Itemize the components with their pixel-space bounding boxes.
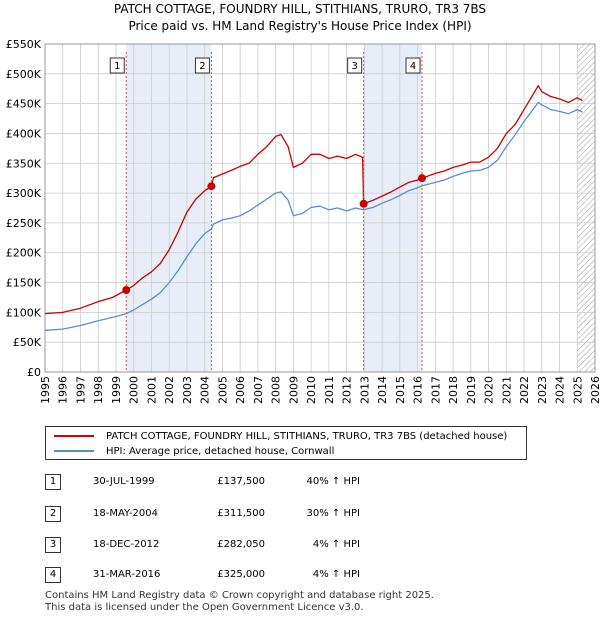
transaction-row: 2 18-MAY-2004 £311,500 30% ↑ HPI [45, 506, 445, 522]
x-tick-label: 2001 [145, 376, 158, 404]
sale-point [359, 199, 368, 208]
legend-swatch-price [54, 435, 94, 437]
x-tick-label: 2010 [305, 376, 318, 404]
x-tick-label: 2009 [287, 376, 300, 404]
future-hatch [577, 44, 595, 372]
transaction-row: 4 31-MAR-2016 £325,000 4% ↑ HPI [45, 567, 445, 583]
x-tick-label: 1999 [110, 376, 123, 404]
transaction-number: 2 [45, 506, 61, 522]
sale-point [207, 182, 216, 191]
x-tick-label: 1995 [39, 376, 52, 404]
sale-label: 2 [199, 61, 205, 72]
transaction-date: 30-JUL-1999 [93, 476, 155, 487]
sale-label-box [194, 57, 210, 74]
x-tick-label: 2021 [500, 376, 513, 404]
transaction-row: 1 30-JUL-1999 £137,500 40% ↑ HPI [45, 474, 445, 490]
x-tick-label: 2019 [465, 376, 478, 404]
x-tick-label: 2025 [571, 376, 584, 404]
x-tick-label: 2020 [483, 376, 496, 404]
legend-item-price: PATCH COTTAGE, FOUNDRY HILL, STITHIANS, … [54, 429, 507, 443]
transaction-hpi-change: 4% ↑ HPI [312, 569, 360, 580]
x-tick-label: 2023 [536, 376, 549, 404]
x-tick-label: 2015 [394, 376, 407, 404]
y-tick-label: £100K [6, 306, 42, 319]
plot-border [44, 43, 596, 373]
x-tick-label: 2014 [376, 376, 389, 404]
x-tick-label: 2012 [341, 376, 354, 404]
x-tick-label: 2018 [447, 376, 460, 404]
sale-label: 3 [351, 61, 357, 72]
sale-label-box [109, 57, 125, 74]
transaction-date: 18-MAY-2004 [93, 508, 159, 519]
legend-item-hpi: HPI: Average price, detached house, Corn… [54, 444, 334, 458]
y-tick-label: £450K [6, 98, 42, 111]
y-tick-label: £550K [6, 38, 42, 51]
x-tick-label: 1998 [92, 376, 105, 404]
legend-label-hpi: HPI: Average price, detached house, Corn… [106, 445, 335, 457]
sale-point [418, 174, 427, 183]
chart-title-line1: PATCH COTTAGE, FOUNDRY HILL, STITHIANS, … [113, 2, 487, 16]
y-tick-label: £150K [6, 277, 42, 290]
transaction-row: 3 18-DEC-2012 £282,050 4% ↑ HPI [45, 537, 445, 553]
transaction-price: £137,500 [217, 476, 265, 487]
price-paid-line [44, 85, 583, 315]
transaction-hpi-change: 4% ↑ HPI [312, 539, 360, 550]
price-chart: £0 £50K £100K £150K £200K £250K £300K £350K £400… [6, 38, 600, 404]
x-tick-label: 2024 [554, 376, 567, 404]
transaction-price: £282,050 [217, 539, 265, 550]
y-tick-label: £500K [6, 68, 42, 81]
x-tick-label: 2026 [589, 376, 600, 404]
x-tick-label: 2005 [216, 376, 229, 404]
x-tick-label: 2007 [252, 376, 265, 404]
transaction-number: 1 [45, 474, 61, 490]
legend-swatch-hpi [54, 450, 94, 452]
x-tick-label: 2008 [270, 376, 283, 404]
x-tick-label: 2017 [429, 376, 442, 404]
y-tick-label: £0 [27, 366, 41, 379]
transaction-price: £311,500 [217, 508, 265, 519]
x-tick-label: 2004 [199, 376, 212, 404]
transaction-price: £325,000 [217, 569, 265, 580]
x-tick-label: 1996 [57, 376, 70, 404]
footer-licence: This data is licensed under the Open Gov… [45, 602, 364, 613]
sale-label: 4 [410, 61, 416, 72]
sale-point [122, 286, 131, 294]
transaction-hpi-change: 30% ↑ HPI [306, 508, 360, 519]
x-tick-label: 2011 [323, 376, 336, 404]
sale-label: 1 [114, 61, 120, 72]
x-tick-label: 2003 [181, 376, 194, 404]
y-tick-label: £350K [6, 157, 42, 170]
x-tick-label: 2016 [412, 376, 425, 404]
x-tick-label: 2000 [128, 376, 141, 404]
transaction-number: 3 [45, 537, 61, 553]
chart-title-line2: Price paid vs. HM Land Registry's House … [128, 19, 472, 33]
y-tick-label: £250K [6, 217, 42, 230]
transaction-number: 4 [45, 567, 61, 583]
sale-label-box [405, 57, 421, 74]
legend-label-price: PATCH COTTAGE, FOUNDRY HILL, STITHIANS, … [106, 430, 508, 442]
x-tick-label: 2006 [234, 376, 247, 404]
transaction-date: 18-DEC-2012 [93, 539, 160, 550]
x-tick-label: 2002 [163, 376, 176, 404]
chart-legend: PATCH COTTAGE, FOUNDRY HILL, STITHIANS, … [45, 426, 527, 460]
y-tick-label: £400K [6, 127, 42, 140]
hpi-line [44, 101, 583, 331]
x-tick-label: 2022 [518, 376, 531, 404]
transaction-hpi-change: 40% ↑ HPI [306, 476, 360, 487]
footer-copyright: Contains HM Land Registry data © Crown c… [45, 590, 434, 601]
x-tick-label: 2013 [358, 376, 371, 404]
transaction-date: 31-MAR-2016 [93, 569, 161, 580]
y-tick-label: £300K [6, 187, 42, 200]
sale-label-box [347, 57, 363, 74]
x-tick-label: 1997 [74, 376, 87, 404]
y-tick-label: £50K [13, 336, 42, 349]
y-tick-label: £200K [6, 247, 42, 260]
